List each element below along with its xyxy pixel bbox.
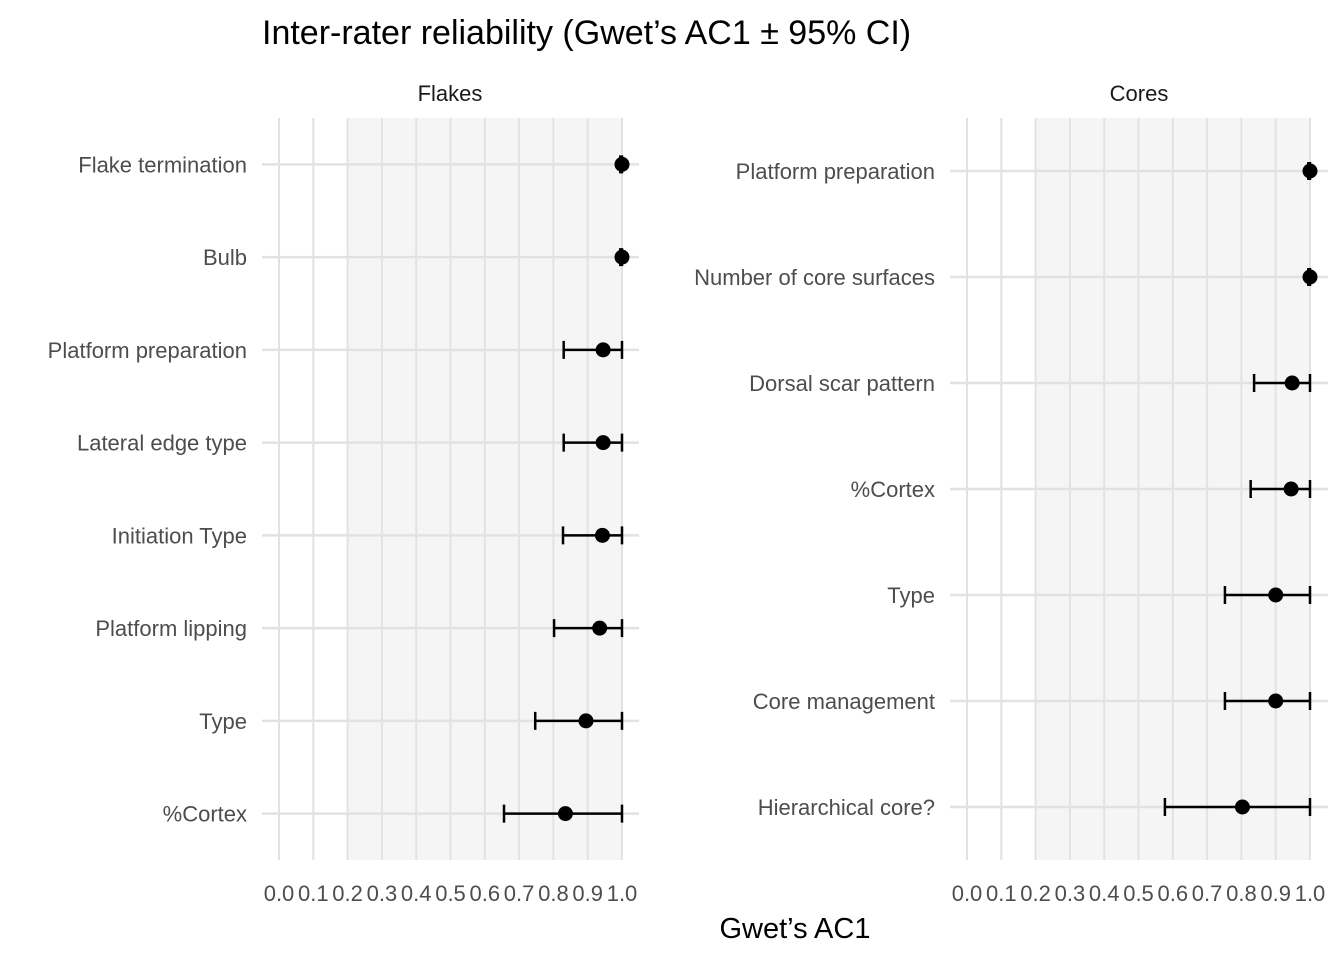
data-point <box>557 806 573 822</box>
x-tick-label: 0.5 <box>1123 881 1154 906</box>
y-tick-label: Core management <box>753 689 935 714</box>
y-tick-label: %Cortex <box>851 477 935 502</box>
y-tick-label: Platform preparation <box>48 338 247 363</box>
data-point <box>1234 799 1250 815</box>
error-bar <box>561 526 624 545</box>
data-point <box>1284 375 1300 391</box>
error-bar <box>1249 480 1312 498</box>
y-tick-label: Hierarchical core? <box>758 795 935 820</box>
panels: Flakes Flake termination Bulb Platform prep… <box>48 81 1328 906</box>
x-tick-label: 0.2 <box>332 881 363 906</box>
y-tick-label: Initiation Type <box>112 523 247 548</box>
y-tick-label: Dorsal scar pattern <box>749 371 935 396</box>
chart-title: Inter-rater reliability (Gwet’s AC1 ± 95… <box>262 14 911 52</box>
x-tick-label: 0.8 <box>538 881 569 906</box>
x-tick-label: 0.3 <box>1055 881 1086 906</box>
x-tick-label: 0.6 <box>1158 881 1189 906</box>
data-point <box>1302 269 1318 285</box>
data-point <box>578 713 594 729</box>
x-tick-label: 0.0 <box>264 881 295 906</box>
data-point <box>614 249 630 265</box>
error-bar <box>1223 692 1312 710</box>
y-tick-label: Platform lipping <box>95 616 247 641</box>
x-tick-label: 0.5 <box>435 881 466 906</box>
x-tick-label: 0.0 <box>952 881 983 906</box>
x-tick-label: 1.0 <box>1295 881 1326 906</box>
strip-label-flakes: Flakes <box>418 81 483 106</box>
x-tick-label: 0.4 <box>1089 881 1120 906</box>
data-point <box>592 620 608 636</box>
error-bar <box>562 340 624 359</box>
error-bar <box>1223 586 1312 604</box>
y-tick-label: Number of core surfaces <box>694 265 935 290</box>
y-tick-label: Platform preparation <box>736 159 935 184</box>
x-tick-label: 0.7 <box>504 881 535 906</box>
y-tick-label: Flake termination <box>78 152 247 177</box>
x-tick-label: 0.7 <box>1192 881 1223 906</box>
data-point <box>595 342 611 358</box>
data-point <box>1268 693 1284 709</box>
x-tick-label: 0.9 <box>1260 881 1291 906</box>
error-bar <box>1252 374 1312 392</box>
x-tick-label: 0.1 <box>986 881 1017 906</box>
x-tick-label: 0.8 <box>1226 881 1257 906</box>
x-tick-label: 0.3 <box>367 881 398 906</box>
data-point <box>1268 587 1284 603</box>
x-tick-label: 0.2 <box>1020 881 1051 906</box>
panel-cores: Cores Platform preparation Number of core … <box>694 81 1328 906</box>
data-point <box>594 527 610 543</box>
x-axis-title: Gwet’s AC1 <box>720 913 871 945</box>
strip-label-cores: Cores <box>1110 81 1169 106</box>
data-point <box>1283 481 1299 497</box>
data-point <box>614 156 630 172</box>
y-tick-label: Type <box>887 583 935 608</box>
x-tick-label: 0.1 <box>298 881 329 906</box>
y-tick-label: %Cortex <box>163 802 247 827</box>
data-point <box>1302 163 1318 179</box>
panel-flakes: Flakes Flake termination Bulb Platform prep… <box>48 81 639 906</box>
y-tick-label: Bulb <box>203 245 247 270</box>
x-tick-label: 1.0 <box>607 881 638 906</box>
x-tick-label: 0.6 <box>470 881 501 906</box>
data-point <box>595 435 611 451</box>
y-tick-label: Type <box>199 709 247 734</box>
error-bar <box>562 433 624 452</box>
error-bar <box>552 619 624 638</box>
y-tick-label: Lateral edge type <box>77 431 247 456</box>
x-tick-label: 0.4 <box>401 881 432 906</box>
x-tick-label: 0.9 <box>572 881 603 906</box>
